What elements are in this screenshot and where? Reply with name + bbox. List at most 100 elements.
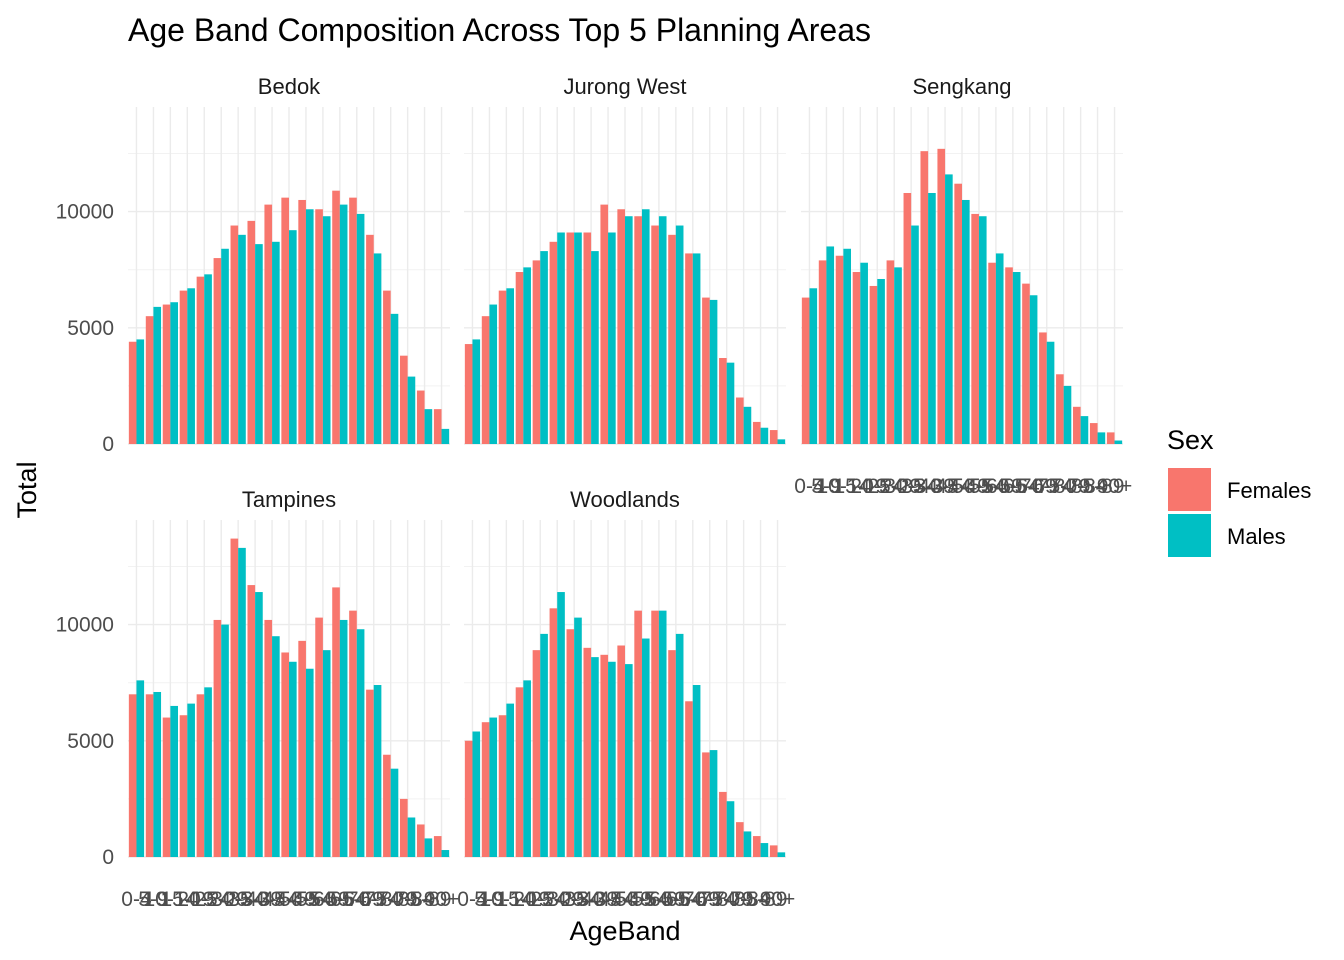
bars-sengkang bbox=[801, 148, 1123, 444]
bar-tampines-males-20-24 bbox=[204, 687, 212, 857]
bar-jurong-west-males-40-44 bbox=[608, 232, 616, 444]
bar-bedok-males-40-44 bbox=[272, 241, 280, 444]
bar-woodlands-females-90 bbox=[769, 845, 778, 857]
bar-tampines-males-30-34 bbox=[238, 547, 246, 857]
bar-woodlands-males-5-9 bbox=[489, 717, 498, 857]
bar-bedok-females-0-4 bbox=[128, 341, 137, 444]
x-tick-label: 60-64 bbox=[986, 475, 1040, 498]
bar-woodlands-females-45-49 bbox=[617, 645, 625, 857]
bar-jurong-west-males-20-24 bbox=[540, 251, 548, 444]
bar-tampines-females-0-4 bbox=[128, 694, 137, 857]
bar-tampines-males-25-29 bbox=[221, 624, 229, 857]
bar-jurong-west-males-70-74 bbox=[709, 299, 718, 444]
y-tick-label: 10000 bbox=[56, 201, 114, 224]
bar-woodlands-males-40-44 bbox=[608, 661, 616, 857]
bar-woodlands-females-85-89 bbox=[752, 836, 761, 857]
bar-tampines-females-30-34 bbox=[230, 538, 239, 857]
bar-sengkang-females-5-9 bbox=[818, 260, 827, 444]
x-tick-label: 25-29 bbox=[194, 888, 248, 911]
bar-tampines-females-35-39 bbox=[247, 585, 256, 857]
bar-woodlands-males-80-84 bbox=[743, 831, 752, 857]
bar-tampines-females-15-19 bbox=[179, 715, 188, 857]
bar-sengkang-males-45-49 bbox=[962, 199, 970, 444]
x-tick-label: 40-44 bbox=[918, 475, 972, 498]
facet-label-sengkang: Sengkang bbox=[912, 74, 1011, 99]
bar-jurong-west-females-35-39 bbox=[583, 232, 592, 444]
x-tick-label: 55-59 bbox=[969, 475, 1023, 498]
bar-bedok-females-20-24 bbox=[196, 276, 205, 444]
x-tick-label: 20-24 bbox=[513, 888, 567, 911]
bar-bedok-males-70-74 bbox=[373, 253, 382, 444]
bar-jurong-west-females-55-59 bbox=[651, 225, 659, 444]
y-axis-title: Total bbox=[12, 461, 42, 518]
x-tick-label: 5-9 bbox=[138, 888, 168, 911]
x-tick-label: 50-54 bbox=[952, 475, 1006, 498]
bar-bedok-females-60-64 bbox=[332, 190, 340, 444]
bar-jurong-west-males-10-14 bbox=[506, 288, 514, 444]
bar-sengkang-females-55-59 bbox=[988, 262, 996, 444]
bar-sengkang-females-60-64 bbox=[1005, 267, 1013, 444]
bar-bedok-males-85-89 bbox=[424, 409, 433, 444]
bar-woodlands-males-35-39 bbox=[591, 657, 599, 857]
bar-woodlands-males-55-59 bbox=[658, 610, 667, 857]
bar-sengkang-males-75-79 bbox=[1063, 385, 1072, 444]
bar-bedok-males-35-39 bbox=[255, 244, 263, 444]
bar-woodlands-females-30-34 bbox=[566, 629, 575, 857]
bar-jurong-west-males-85-89 bbox=[760, 427, 769, 444]
y-tick-label: 5000 bbox=[67, 730, 114, 753]
y-ticks-row-1: 0 5000 10000 bbox=[56, 201, 114, 456]
chart-title: Age Band Composition Across Top 5 Planni… bbox=[128, 12, 871, 48]
bar-sengkang-females-0-4 bbox=[801, 297, 810, 444]
x-tick-label: 75-79 bbox=[364, 888, 418, 911]
x-tick-label: 60-64 bbox=[649, 888, 703, 911]
bar-jurong-west-females-50-54 bbox=[634, 216, 642, 444]
x-ticks-tampines: 0-45-910-1415-1920-2425-2930-3435-3940-4… bbox=[121, 888, 459, 911]
bar-bedok-males-0-4 bbox=[136, 339, 145, 444]
bar-jurong-west-males-55-59 bbox=[658, 216, 667, 444]
bar-tampines-males-85-89 bbox=[424, 838, 433, 857]
bar-jurong-west-females-65-69 bbox=[685, 253, 693, 444]
bar-tampines-females-65-69 bbox=[349, 610, 357, 857]
x-tick-label: 0-4 bbox=[794, 475, 825, 498]
bar-jurong-west-males-90 bbox=[777, 439, 786, 444]
bar-jurong-west-females-25-29 bbox=[549, 241, 558, 444]
bar-jurong-west-males-75-79 bbox=[726, 362, 735, 444]
bars-jurong-west bbox=[464, 204, 786, 444]
bar-tampines-males-65-69 bbox=[356, 629, 365, 857]
x-ticks-sengkang: 0-45-910-1415-1920-2425-2930-3435-3940-4… bbox=[794, 475, 1132, 498]
x-tick-label: 55-59 bbox=[296, 888, 350, 911]
facet-tampines: Tampines 0 5000 10000 0-45-910-1415-1920-242… bbox=[56, 487, 460, 911]
bar-tampines-females-25-29 bbox=[213, 619, 222, 857]
facet-jurong-west: Jurong West bbox=[464, 74, 786, 445]
bar-jurong-west-females-15-19 bbox=[515, 272, 524, 444]
bar-bedok-females-15-19 bbox=[179, 290, 188, 444]
bar-woodlands-females-0-4 bbox=[464, 740, 473, 857]
x-tick-label: 25-29 bbox=[530, 888, 584, 911]
bar-woodlands-females-75-79 bbox=[719, 791, 727, 857]
bar-jurong-west-males-35-39 bbox=[591, 251, 599, 444]
bar-sengkang-females-40-44 bbox=[937, 148, 946, 444]
bar-jurong-west-females-75-79 bbox=[719, 358, 727, 444]
x-tick-label: 5-9 bbox=[474, 888, 504, 911]
bar-sengkang-females-10-14 bbox=[835, 255, 844, 444]
bar-woodlands-males-45-49 bbox=[625, 664, 633, 857]
bar-woodlands-females-5-9 bbox=[481, 722, 490, 857]
bar-tampines-males-40-44 bbox=[272, 636, 280, 857]
x-tick-label: 30-34 bbox=[547, 888, 601, 911]
x-tick-label: 70-74 bbox=[1020, 475, 1074, 498]
bar-woodlands-males-70-74 bbox=[709, 750, 718, 857]
x-tick-label: 35-39 bbox=[901, 475, 955, 498]
facet-woodlands: Woodlands 0-45-910-1415-1920-2425-2930-34… bbox=[457, 487, 795, 911]
bar-sengkang-males-40-44 bbox=[945, 174, 953, 444]
bar-tampines-females-50-54 bbox=[298, 640, 306, 857]
bar-woodlands-females-55-59 bbox=[651, 610, 659, 857]
bar-bedok-females-10-14 bbox=[162, 304, 171, 444]
bar-bedok-males-65-69 bbox=[356, 213, 365, 444]
bar-tampines-females-55-59 bbox=[315, 617, 323, 857]
bar-jurong-west-males-80-84 bbox=[743, 406, 752, 444]
legend-item-females: Females bbox=[1168, 468, 1311, 511]
x-tick-label: 30-34 bbox=[211, 888, 265, 911]
bar-jurong-west-males-65-69 bbox=[692, 253, 701, 444]
